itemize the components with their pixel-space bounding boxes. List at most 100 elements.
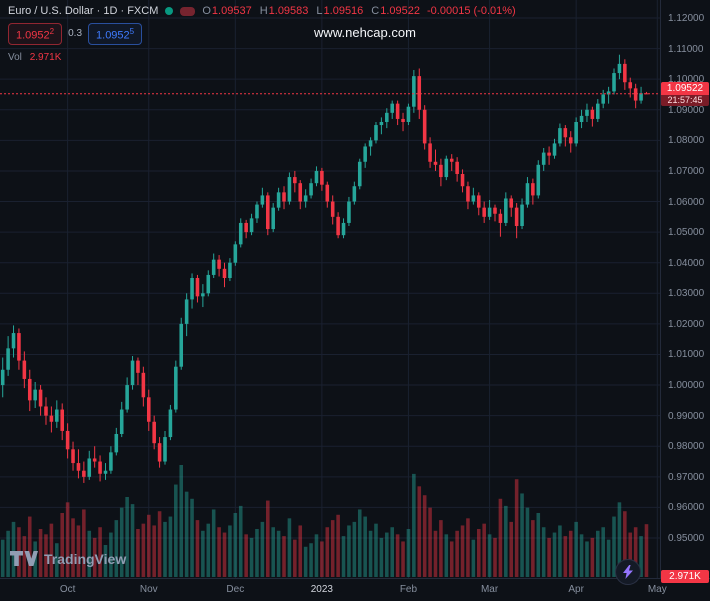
price-axis-label: 1.03000 xyxy=(668,288,705,300)
volume-bar xyxy=(531,520,535,577)
volume-label[interactable]: Vol xyxy=(8,51,22,63)
candle-body xyxy=(357,161,362,187)
candle-body xyxy=(531,183,535,196)
volume-bar xyxy=(82,509,86,577)
candle-body xyxy=(255,204,259,219)
time-axis-label: Apr xyxy=(568,584,584,595)
sell-price-button[interactable]: 1.09522 xyxy=(8,23,63,45)
watermark-text: www.nehcap.com xyxy=(314,25,416,40)
tradingview-logo[interactable]: TradingView xyxy=(10,551,126,567)
volume-bar xyxy=(92,537,97,577)
volume-bar xyxy=(49,523,54,577)
volume-bar xyxy=(276,530,281,577)
candle-body xyxy=(390,103,394,113)
volume-bar xyxy=(233,513,238,577)
symbol-title[interactable]: Euro / U.S. Dollar · 1D · FXCM xyxy=(8,5,159,17)
candle-body xyxy=(233,244,238,263)
volume-bar xyxy=(639,536,643,577)
volume-bar xyxy=(60,513,64,577)
candle-body xyxy=(374,125,378,141)
candle-body xyxy=(222,268,227,278)
candle-body xyxy=(412,76,416,107)
volume-bar xyxy=(612,516,616,577)
price-axis-label: 1.05000 xyxy=(668,227,705,239)
volume-bar xyxy=(579,534,584,577)
candle-body xyxy=(201,293,205,297)
candle-body xyxy=(49,415,54,422)
volume-bar xyxy=(541,527,546,577)
candle-body xyxy=(33,389,37,401)
price-axis-label: 1.00000 xyxy=(668,380,705,392)
volume-bar xyxy=(136,529,140,577)
volume-bar xyxy=(87,530,92,577)
volume-bar xyxy=(368,530,373,577)
volume-bar xyxy=(601,527,605,577)
volume-bar xyxy=(493,537,497,577)
candle-body xyxy=(568,137,573,144)
price-axis-label: 1.04000 xyxy=(668,257,705,269)
time-axis-label: Mar xyxy=(480,584,499,595)
price-axis-label: 0.95000 xyxy=(668,533,705,544)
price-axis-label: 1.10000 xyxy=(668,74,705,86)
candle-body xyxy=(276,192,281,208)
time-axis[interactable]: Oct Nov Dec 2023 Feb Mar Apr May xyxy=(0,578,710,601)
candle-body xyxy=(552,143,557,156)
volume-bar xyxy=(168,516,173,577)
candle-body xyxy=(368,140,373,147)
candle-body xyxy=(639,93,643,101)
volume-bar xyxy=(152,525,156,577)
candle-body xyxy=(633,88,638,101)
volume-bar xyxy=(509,521,514,577)
volume-bar xyxy=(314,534,319,577)
market-status-dot-icon[interactable] xyxy=(165,7,174,15)
volume-bar xyxy=(596,530,600,577)
status-pill-icon[interactable] xyxy=(180,6,196,16)
volume-bar xyxy=(119,507,124,577)
volume-bar xyxy=(157,511,162,577)
spread-value: 0.3 xyxy=(68,28,83,40)
candle-body xyxy=(476,195,481,208)
buy-price-button[interactable]: 1.09525 xyxy=(88,23,143,45)
price-axis[interactable]: 1.12000 1.11000 1.10000 1.09000 1.08000 1.070… xyxy=(660,0,710,578)
volume-bar xyxy=(174,484,178,577)
candle-body xyxy=(217,259,221,269)
open-value: O1.09537 xyxy=(202,5,252,17)
volume-bar xyxy=(449,541,454,577)
volume-bar xyxy=(249,537,254,577)
lightning-button[interactable] xyxy=(615,559,641,585)
time-axis-label: Oct xyxy=(59,584,76,595)
volume-bar xyxy=(238,505,243,577)
volume-bar xyxy=(103,545,108,577)
candle-body xyxy=(612,73,616,92)
volume-bar xyxy=(347,525,351,577)
volume-bar xyxy=(633,527,638,577)
candle-body xyxy=(293,177,297,184)
volume-bar xyxy=(293,539,297,577)
candle-body xyxy=(6,348,10,370)
volume-bar xyxy=(217,527,221,577)
volume-bar xyxy=(222,532,227,577)
volume-bar xyxy=(76,525,81,577)
candle-body xyxy=(298,183,303,202)
candle-body xyxy=(163,437,167,462)
candle-body xyxy=(439,164,443,178)
volume-bar xyxy=(330,520,335,577)
volume-bar xyxy=(504,505,508,577)
candle-body xyxy=(601,94,605,104)
candle-body xyxy=(130,360,135,386)
candle-body xyxy=(60,409,64,431)
candle-body xyxy=(422,109,427,144)
candle-body xyxy=(27,378,32,401)
volume-bar xyxy=(336,514,340,577)
volume-bar xyxy=(125,497,129,577)
volume-bar xyxy=(130,504,135,577)
time-axis-label: 2023 xyxy=(310,584,333,595)
candle-body xyxy=(444,158,449,178)
low-value: L1.09516 xyxy=(316,5,364,17)
volume-bar xyxy=(433,530,438,577)
volume-bar xyxy=(476,529,481,577)
volume-bar xyxy=(390,527,394,577)
volume-bar xyxy=(455,530,459,577)
